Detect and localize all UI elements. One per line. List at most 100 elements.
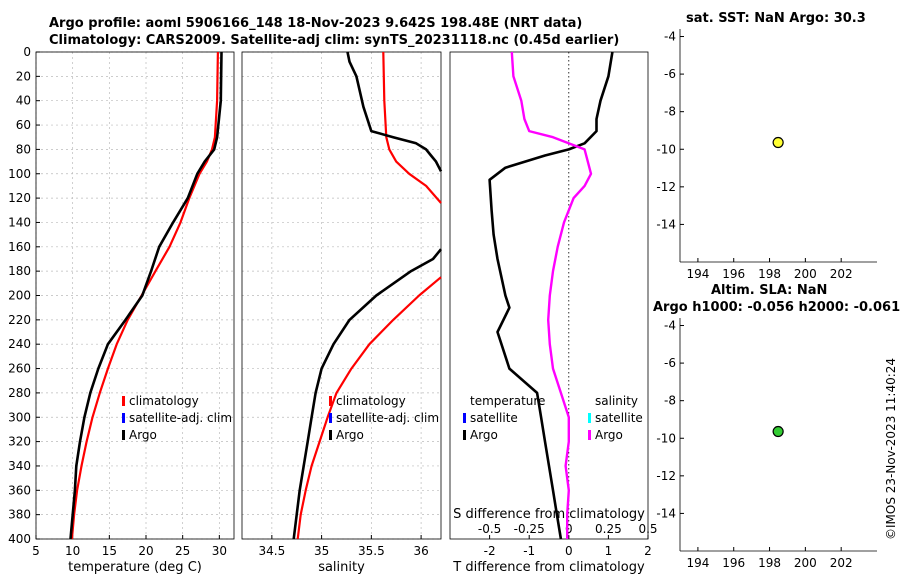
depth-tick-label: 100	[8, 167, 31, 181]
tdiff-xlabel: T difference from climatology	[452, 560, 645, 575]
sdiff-legend-title: salinity	[595, 394, 638, 408]
tdiff-legend-satellite-label: satellite	[470, 411, 518, 425]
salinity-xlabel: salinity	[318, 560, 365, 575]
temperature-axes	[35, 51, 235, 540]
altim-map-ytick-label: -10	[656, 431, 676, 445]
temp-xtick-label: 20	[138, 544, 153, 558]
temp-legend-satellite-label: satellite-adj. clim	[129, 411, 232, 425]
temp-xtick-label: 10	[65, 544, 80, 558]
depth-tick-label: 60	[16, 118, 31, 132]
sst-map-ytick-label: -14	[656, 217, 676, 231]
sdiff-xtick-label: 0.5	[638, 522, 657, 536]
sal-xtick-label: 34.5	[258, 544, 285, 558]
altim-map-xtick-label: 202	[830, 556, 853, 570]
sst-map-xtick-label: 198	[758, 267, 781, 281]
sal-legend-argo-swatch	[329, 430, 332, 440]
sal-legend-climatology-swatch	[329, 396, 332, 406]
depth-tick-label: 180	[8, 264, 31, 278]
sdiff-legend-argo-swatch	[588, 430, 591, 440]
sdiff-xtick-label: -0.25	[514, 522, 545, 536]
temp-xtick-label: 5	[32, 544, 40, 558]
altim-map-xtick-label: 194	[686, 556, 709, 570]
sdiff-xtick-label: -0.5	[478, 522, 501, 536]
altim-map-ytick-label: -6	[664, 356, 676, 370]
tdiff-xtick-label: -1	[523, 544, 535, 558]
depth-tick-label: 40	[16, 94, 31, 108]
sst-map-ytick-label: -4	[664, 30, 676, 44]
tdiff-xtick-label: 2	[644, 544, 652, 558]
sdiff-xtick-label: 0	[565, 522, 573, 536]
tdiff-legend-argo-label: Argo	[470, 428, 498, 442]
sst-map-xtick-label: 202	[830, 267, 853, 281]
temp-legend-argo-label: Argo	[129, 428, 157, 442]
tdiff-legend-argo-swatch	[463, 430, 466, 440]
difference-axes	[449, 51, 649, 540]
altim-title-line1: Altim. SLA: NaN	[711, 283, 828, 298]
salinity-argo-line	[292, 51, 443, 540]
depth-tick-label: 140	[8, 215, 31, 229]
depth-tick-label: 400	[8, 532, 31, 546]
sst-map-xtick-label: 196	[722, 267, 745, 281]
depth-tick-label: 220	[8, 313, 31, 327]
depth-tick-label: 360	[8, 483, 31, 497]
altim-map-xtick-label: 198	[758, 556, 781, 570]
sal-xtick-label: 35.5	[358, 544, 385, 558]
altim-title-line2: Argo h1000: -0.056 h2000: -0.061	[653, 300, 900, 315]
depth-tick-label: 340	[8, 459, 31, 473]
altim-map-ytick-label: -8	[664, 394, 676, 408]
salinity-climatology-line	[296, 51, 442, 540]
depth-tick-label: 240	[8, 337, 31, 351]
depth-tick-label: 200	[8, 289, 31, 303]
sst-map-xtick-label: 194	[686, 267, 709, 281]
tdiff-xtick-label: 1	[605, 544, 613, 558]
sdiff-xlabel: S difference from climatology	[453, 507, 645, 522]
sst-map-ytick-label: -6	[664, 67, 676, 81]
depth-tick-label: 120	[8, 191, 31, 205]
sdiff-legend-argo-label: Argo	[595, 428, 623, 442]
temp-xtick-label: 25	[175, 544, 190, 558]
tdiff-legend-satellite-swatch	[463, 413, 466, 423]
temp-xtick-label: 30	[212, 544, 227, 558]
sdiff-xtick-label: 0.25	[595, 522, 622, 536]
figure-title-line2: Climatology: CARS2009. Satellite-adj cli…	[49, 33, 620, 48]
depth-tick-label: 300	[8, 410, 31, 424]
sdiff-legend-satellite-swatch	[588, 413, 591, 423]
sst-map-ytick-label: -12	[656, 180, 676, 194]
sst-title: sat. SST: NaN Argo: 30.3	[686, 11, 866, 26]
depth-tick-label: 320	[8, 435, 31, 449]
tdiff-xtick-label: -2	[484, 544, 496, 558]
sal-xtick-label: 35	[314, 544, 329, 558]
temp-legend-climatology-swatch	[122, 396, 125, 406]
depth-tick-label: 280	[8, 386, 31, 400]
temperature-argo-line	[69, 51, 223, 540]
altim-map-xtick-label: 200	[794, 556, 817, 570]
temperature-xlabel: temperature (deg C)	[68, 560, 202, 575]
footer-timestamp: ©IMOS 23-Nov-2023 11:40:24	[884, 358, 898, 540]
salinity-axes	[241, 51, 442, 540]
depth-tick-label: 380	[8, 508, 31, 522]
sst-map-xtick-label: 200	[794, 267, 817, 281]
tdiff-xtick-label: 0	[565, 544, 573, 558]
sst-map-ytick-label: -8	[664, 105, 676, 119]
sst-map-profile-point	[772, 136, 784, 149]
altim-map-ytick-label: -4	[664, 319, 676, 333]
altim-map-ytick-label: -14	[656, 506, 676, 520]
sal-xtick-label: 36	[413, 544, 428, 558]
depth-tick-label: 260	[8, 362, 31, 376]
altim-map-profile-point	[772, 425, 784, 438]
sal-legend-climatology-label: climatology	[336, 394, 406, 408]
temp-legend-argo-swatch	[122, 430, 125, 440]
sal-legend-argo-label: Argo	[336, 428, 364, 442]
depth-tick-label: 20	[16, 69, 31, 83]
sal-legend-satellite-swatch	[329, 413, 332, 423]
tdiff-argo-line	[488, 51, 614, 540]
depth-tick-label: 160	[8, 240, 31, 254]
altim-map-xtick-label: 196	[722, 556, 745, 570]
sal-legend-satellite-label: satellite-adj. clim	[336, 411, 439, 425]
figure-title-line1: Argo profile: aoml 5906166_148 18-Nov-20…	[49, 16, 583, 31]
altim-map-ytick-label: -12	[656, 469, 676, 483]
depth-tick-label: 80	[16, 142, 31, 156]
sst-map-ytick-label: -10	[656, 142, 676, 156]
sdiff-argo-line	[510, 51, 593, 539]
